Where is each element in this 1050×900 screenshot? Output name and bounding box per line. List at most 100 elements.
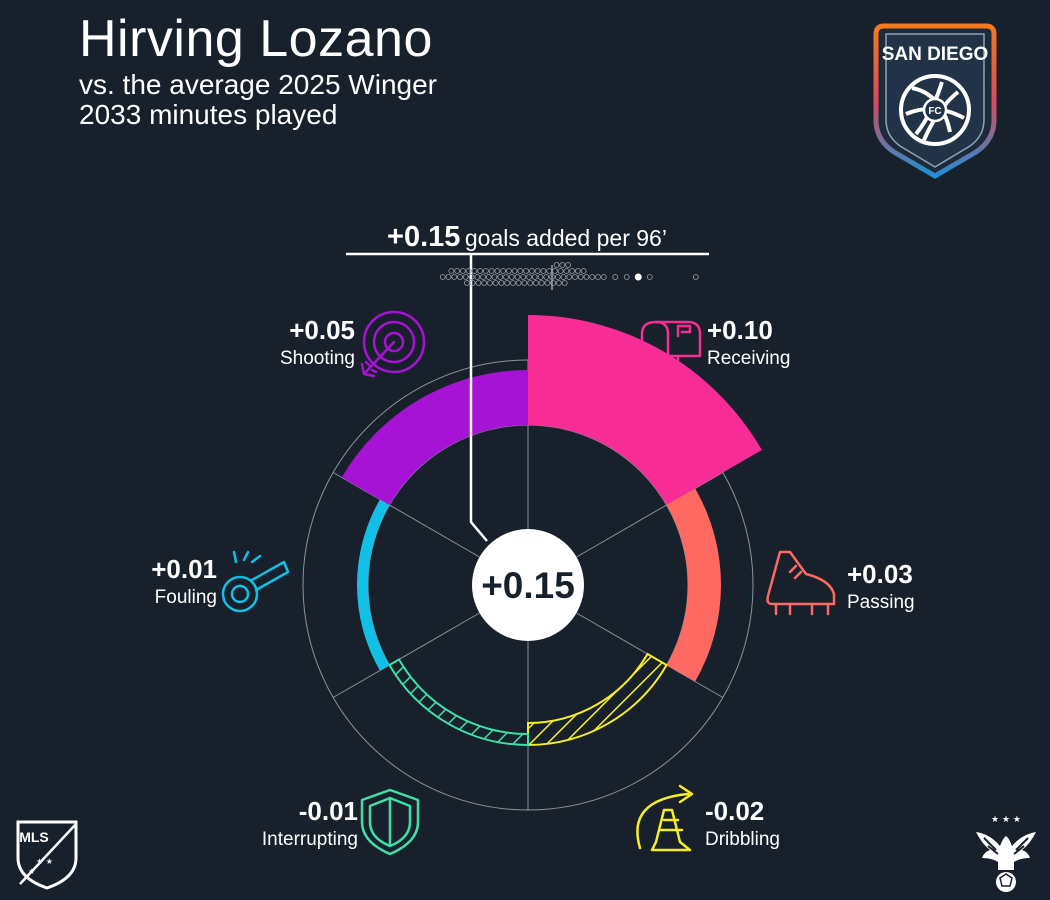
shield-icon (360, 788, 420, 856)
distribution-dot (543, 274, 550, 280)
cleat-icon (766, 550, 836, 616)
minutes-subtitle: 2033 minutes played (79, 99, 338, 130)
san-diego-fc-badge: SAN DIEGO FC (873, 23, 997, 179)
distribution-dot (505, 268, 512, 274)
distribution-dot (474, 274, 481, 280)
distribution-dot (500, 268, 507, 274)
distribution-dot (544, 280, 551, 286)
distribution-dot (537, 274, 544, 280)
distribution-dot (462, 274, 469, 280)
distribution-dot (504, 280, 511, 286)
distribution-dot (485, 274, 492, 280)
distribution-dot (503, 274, 509, 280)
distribution-dot (560, 274, 567, 280)
cone-arrow-icon (636, 784, 694, 852)
mls-logo: MLS ★ ★ ★ (16, 820, 78, 890)
badge-sub: FC (928, 106, 941, 117)
headline-label: +0.15 goals added per 96’ (387, 221, 667, 253)
distribution-dot (534, 268, 541, 274)
spoke-line (332, 612, 480, 698)
distribution-dot (448, 268, 455, 274)
distribution-dot (494, 268, 501, 274)
value-label-receiving: +0.10 (707, 315, 773, 345)
distribution-dot (589, 274, 596, 280)
distribution-dot (511, 268, 518, 274)
distribution-dot (563, 268, 570, 274)
distribution-dot (459, 268, 466, 274)
distribution-dot (527, 280, 534, 286)
category-label-passing: Passing (847, 592, 915, 613)
distribution-dot (692, 274, 699, 280)
headline-text: goals added per 96’ (465, 225, 667, 251)
distribution-dot (454, 268, 461, 274)
distribution-dot (463, 280, 470, 286)
distribution-dot (646, 274, 653, 280)
category-label-shooting: Shooting (280, 348, 355, 369)
distribution-dot (559, 262, 566, 268)
distribution-dot (550, 280, 557, 286)
distribution-dot (482, 268, 489, 274)
distribution-dot (469, 280, 476, 286)
distribution-dot (520, 274, 527, 280)
bar-passing (666, 488, 721, 682)
chart-bars (341, 315, 762, 747)
bar-dribbling (527, 652, 668, 747)
category-label-dribbling: Dribbling (705, 829, 780, 850)
distribution-dot (533, 280, 539, 286)
distribution-dot (569, 268, 576, 274)
bar-receiving (528, 315, 762, 505)
center-total-label: +0.15 (481, 565, 575, 606)
distribution-dot (551, 268, 558, 274)
distribution-dot (468, 274, 475, 280)
bar-fouling (357, 499, 390, 671)
distribution-dot (583, 274, 590, 280)
spoke-line (332, 472, 480, 558)
distribution-dot (481, 280, 488, 286)
distribution-dot (553, 262, 560, 268)
distribution-dot (475, 280, 482, 286)
distribution-dot (612, 274, 619, 280)
distribution-dot (477, 268, 484, 274)
distribution-dot (556, 280, 562, 286)
distribution-dot (497, 274, 504, 280)
distribution-dot (491, 274, 498, 280)
mailbox-icon (640, 320, 702, 374)
center-circle (472, 529, 584, 641)
category-label-fouling: Fouling (155, 587, 217, 608)
category-label-receiving: Receiving (707, 348, 790, 369)
distribution-dot (565, 262, 571, 268)
distribution-dot (538, 280, 545, 286)
eagle-logo: ★ ★ ★ (976, 815, 1036, 892)
value-label-interrupting: -0.01 (299, 796, 358, 826)
value-label-dribbling: -0.02 (705, 796, 764, 826)
distribution-dot (557, 268, 564, 274)
distribution-dot (574, 268, 581, 274)
player-name: Hirving Lozano (79, 10, 433, 68)
distribution-dot (540, 268, 547, 274)
distribution-dot (600, 274, 607, 280)
distribution-dot (492, 280, 499, 286)
distribution-dot (554, 274, 561, 280)
distribution-dot (486, 280, 493, 286)
distribution-dot (510, 280, 516, 286)
svg-text:★ ★: ★ ★ (36, 857, 53, 866)
distribution-dot (523, 268, 530, 274)
target-icon (360, 310, 426, 378)
distribution-dot (531, 274, 538, 280)
category-icons (221, 310, 836, 856)
distribution-dot (528, 268, 535, 274)
badge-text: SAN DIEGO (882, 44, 989, 65)
distribution-dot (451, 274, 458, 280)
distribution-dot (526, 274, 532, 280)
distribution-dot (623, 274, 630, 280)
distribution-dot (471, 268, 478, 274)
distribution-dot (572, 274, 578, 280)
value-label-shooting: +0.05 (289, 315, 355, 345)
player-highlight-dot (634, 273, 642, 281)
distribution-dot (521, 280, 528, 286)
value-label-passing: +0.03 (847, 559, 913, 589)
distribution-dot (498, 280, 505, 286)
distribution-dot (595, 274, 601, 280)
category-label-interrupting: Interrupting (262, 829, 358, 850)
